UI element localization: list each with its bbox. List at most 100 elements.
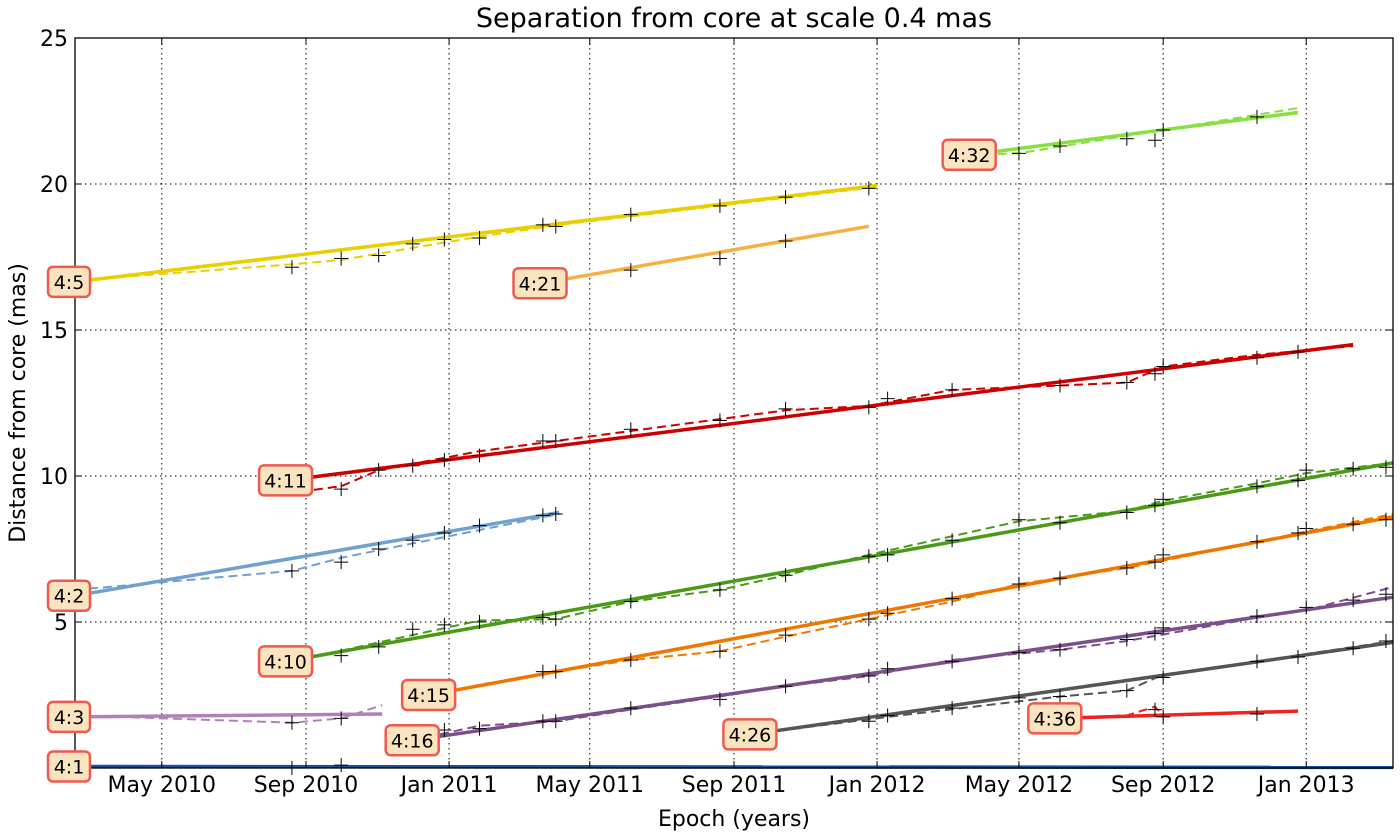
data-point [861,669,876,684]
series-label-box [46,700,92,734]
data-point [1011,645,1026,660]
series-label-4-5: 4:5 [46,265,92,299]
series-4-2-fit-line [74,510,560,598]
data-point [1119,683,1134,698]
series-label-4-3: 4:3 [46,700,92,734]
data-point [880,547,895,562]
data-point [712,251,727,266]
series-label-box [941,138,997,172]
series-4-3-trend-line [74,704,383,724]
data-point [405,622,420,637]
data-point [623,422,638,437]
x-tick-label: May 2010 [108,773,216,798]
series-label-box [257,645,314,678]
data-point [712,644,727,659]
x-tick-label: Jan 2012 [827,773,926,798]
series-label-text: 4:36 [1033,708,1076,730]
series-label-box [512,267,568,300]
y-tick-label: 25 [40,27,68,52]
data-point [437,232,452,247]
series-4-11-fit-line [285,342,1354,483]
data-point [880,391,895,406]
data-point [405,533,420,548]
series-label-box [46,579,92,612]
data-point [472,721,487,736]
data-point [712,582,727,597]
data-point [405,236,420,251]
data-point [371,542,386,556]
data-point [548,612,563,627]
data-point [1147,498,1162,513]
data-point [778,190,793,205]
data-point [371,463,386,478]
data-point [1052,689,1067,704]
series-label-text: 4:2 [54,586,85,608]
data-point [284,715,299,730]
data-point [1119,131,1134,146]
data-point [1249,350,1264,365]
data-point [1052,139,1067,154]
data-point [623,207,638,222]
series-label-text: 4:26 [729,724,772,746]
data-point [1052,378,1067,393]
data-point [1147,555,1162,570]
data-point [548,219,563,234]
grid [75,38,1393,768]
series-4-36-fit-line [1055,709,1299,721]
data-point [1346,461,1361,476]
series-label-4-16: 4:16 [384,724,440,757]
series-4-5-trend-line [74,185,878,282]
series-4-26 [750,633,1394,737]
data-point [712,692,727,707]
series-label-4-2: 4:2 [46,579,92,612]
data-point [371,248,386,263]
data-point [284,260,299,275]
series-4-11-trend-line [285,345,1354,495]
data-point [1156,359,1171,374]
data-point [1156,620,1171,635]
data-point [778,401,793,416]
series-label-box [1027,702,1083,735]
y-tick-label: 15 [40,319,68,344]
series-4-32-fit-line [969,110,1299,157]
series-4-3 [74,704,383,730]
data-point [861,612,876,627]
data-point [437,452,452,467]
data-point [1011,690,1026,705]
data-point [1346,593,1361,608]
data-point [371,639,386,654]
data-point [1249,706,1264,721]
data-point [1291,473,1306,488]
data-point [1119,632,1134,647]
series-4-21 [540,224,870,286]
data-point [535,664,550,679]
y-tick-label: 5 [54,611,68,636]
data-point [535,714,550,729]
series-label-text: 4:11 [264,470,307,492]
data-point [945,591,960,606]
data-point [1249,534,1264,549]
series-labels: 4:1 4:2 4:3 4:5 4:10 4:11 4:15 4:16 4:21 4:26 4:32… [46,138,1083,783]
series-4-2-trend-line [74,513,560,591]
data-point [1147,133,1162,148]
series-label-text: 4:5 [54,272,85,294]
series-4-15 [428,512,1394,697]
data-point [472,615,487,629]
series-4-36 [1055,702,1299,724]
data-point [535,508,550,523]
data-point [1119,375,1134,390]
data-point [548,506,563,521]
data-point [1378,512,1393,527]
series-label-box [46,750,92,783]
data-point [861,714,876,729]
data-point [623,652,638,667]
data-point [334,251,349,266]
data-point [548,714,563,729]
data-point [548,433,563,448]
series-4-11 [285,342,1354,497]
x-tick-label: Sep 2010 [254,773,358,798]
y-tick-label: 20 [40,173,68,198]
data-point [623,701,638,716]
data-point [334,555,349,570]
data-point [945,382,960,397]
